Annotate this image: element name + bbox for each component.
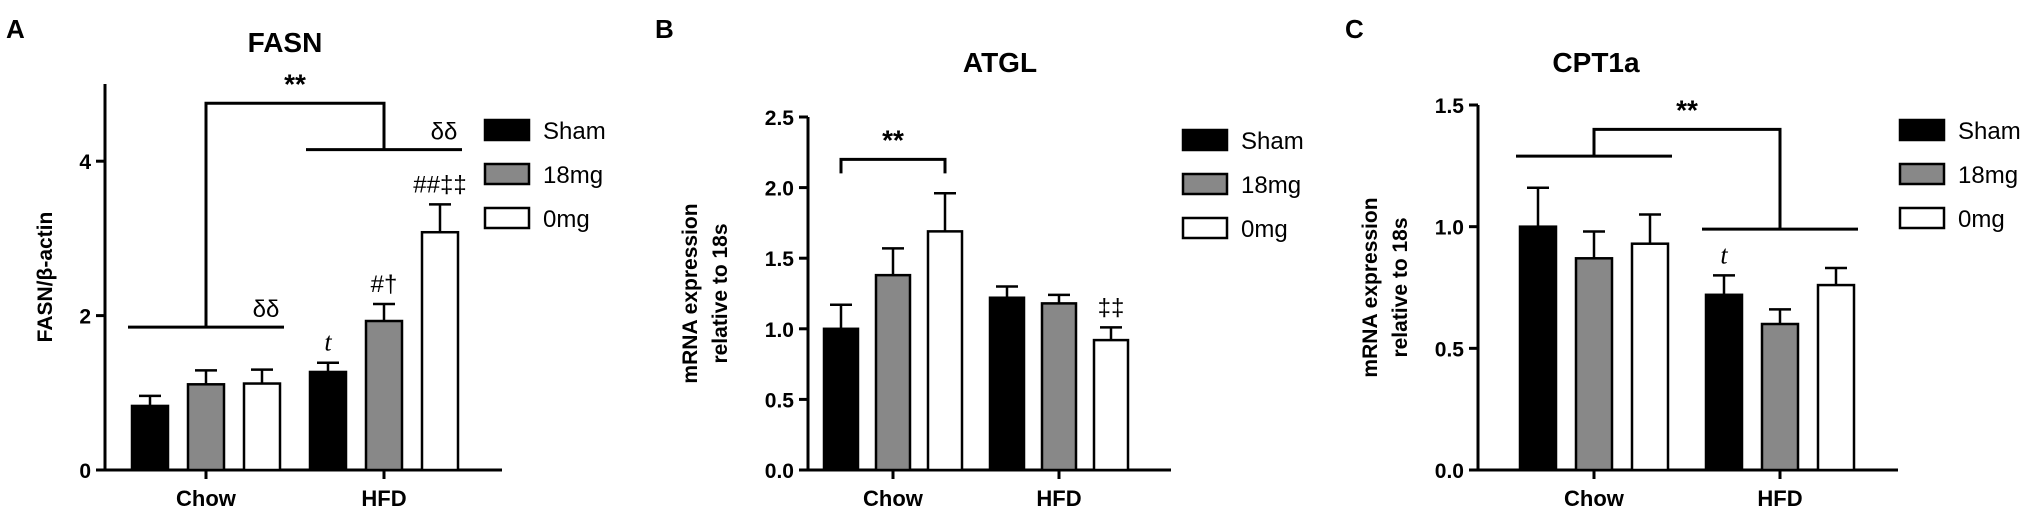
bar-18mg [186,383,226,472]
legend-label: 0mg [1241,216,1288,243]
y-axis-label: mRNA expression [1359,197,1382,377]
y-tick-label: 2.0 [765,178,794,201]
y-tick-label: 1.5 [1435,95,1465,118]
bar-18mg [1760,322,1800,472]
legend-swatch [1181,172,1229,196]
bar-0mg [1816,283,1856,472]
significance-label: t [324,328,332,357]
panel-letter: C [1345,14,1364,44]
y-tick-label: 0.5 [765,389,795,412]
bar-0mg [1092,338,1130,472]
legend-swatch [483,118,531,142]
bar-18mg [1574,257,1614,472]
significance-bracket [839,157,947,174]
x-category-label: Chow [1564,486,1625,511]
y-tick-label: 2.5 [765,107,795,130]
legend-label: 18mg [543,162,603,189]
x-category-label: HFD [1036,486,1081,511]
significance-label: ##‡‡ [413,171,466,198]
y-tick-label: 2 [79,306,91,329]
legend-swatch [1898,162,1946,186]
panel-letter: B [655,14,674,44]
bar-sham [130,404,170,472]
y-axis-label: mRNA expression [679,203,702,383]
panel-C: C CPT1a mRNA expression relative to 18s 0.0 0… [1345,14,2021,511]
bracket-label: ** [284,68,306,99]
group-line-label: δδ [253,296,280,323]
legend-label: Sham [1958,118,2021,145]
legend-label: 18mg [1958,162,2018,189]
legend-label: 18mg [1241,172,1301,199]
bar-sham [988,296,1026,472]
bar-18mg [1040,302,1078,472]
y-axis-label: relative to 18s [709,223,732,363]
legend-label: Sham [543,118,606,145]
legend-label: Sham [1241,128,1304,155]
bar-sham [308,370,348,472]
bar-sham [1518,225,1558,472]
chart-title: ATGL [963,47,1037,78]
bar-0mg [926,230,964,472]
y-tick-label: 0.0 [1435,460,1464,483]
legend-swatch [483,206,531,230]
legend-swatch [1181,216,1229,240]
bar-0mg [242,382,282,472]
y-tick-label: 4 [79,151,91,174]
x-category-label: HFD [1757,486,1802,511]
y-tick-label: 0.0 [765,460,794,483]
chart-title: FASN [248,27,323,58]
bar-0mg [1630,242,1670,472]
panel-B: B ATGL mRNA expression relative to 18s 0.0 0.… [655,14,1304,511]
x-category-label: HFD [361,486,406,511]
comparison-bracket [1592,127,1782,230]
y-tick-label: 1.0 [1435,217,1464,240]
legend-label: 0mg [1958,206,2005,233]
chart-title: CPT1a [1552,47,1640,78]
legend-swatch [1898,118,1946,142]
significance-label: #† [371,271,398,298]
legend-swatch [483,162,531,186]
bar-sham [1704,293,1744,472]
significance-label: ‡‡ [1098,294,1125,321]
bar-18mg [364,319,404,472]
y-tick-label: 1.5 [765,248,795,271]
legend-swatch [1898,206,1946,230]
y-tick-label: 1.0 [765,319,794,342]
bracket-label: ** [882,124,904,155]
y-tick-label: 0.5 [1435,338,1465,361]
bar-0mg [420,230,460,472]
bar-sham [822,327,860,472]
x-category-label: Chow [176,486,237,511]
comparison-bracket [204,101,386,328]
y-tick-label: 0 [79,460,91,483]
y-axis-label: relative to 18s [1389,217,1412,357]
panel-letter: A [6,14,25,44]
panel-A: A FASN FASN/β-actin 0 2 4 Chow HFD t #† ##‡‡ δδ δδ **… [6,14,606,511]
x-category-label: Chow [863,486,924,511]
legend-swatch [1181,128,1229,152]
y-axis-label: FASN/β-actin [34,212,57,343]
bar-18mg [874,273,912,472]
bracket-label: ** [1676,94,1698,125]
legend-label: 0mg [543,206,590,233]
group-line-label: δδ [431,119,458,146]
significance-label: t [1720,240,1728,269]
